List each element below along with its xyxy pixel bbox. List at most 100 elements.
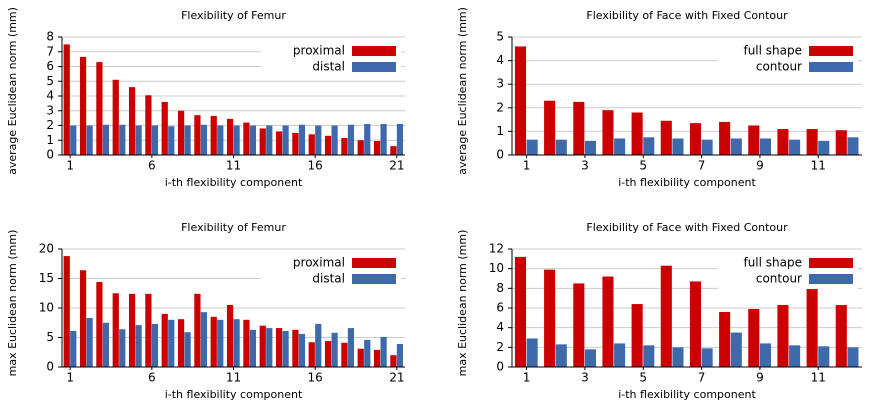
- bar: [357, 348, 364, 367]
- bar: [184, 125, 191, 155]
- bar: [689, 123, 701, 155]
- bar: [818, 346, 830, 367]
- bar: [102, 124, 110, 155]
- bar: [514, 46, 526, 155]
- bar: [380, 124, 387, 155]
- bar: [544, 269, 556, 367]
- bar: [806, 129, 818, 155]
- legend-label: proximal: [293, 256, 345, 270]
- legend: proximal distal: [261, 253, 401, 289]
- chart-title: Flexibility of Face with Fixed Contour: [586, 9, 788, 22]
- y-tick-label: 6: [496, 301, 504, 315]
- bar: [145, 95, 152, 155]
- y-tick-label: 0: [46, 360, 54, 374]
- bar: [135, 125, 142, 155]
- y-tick-label: 4: [46, 89, 54, 103]
- bar: [347, 328, 355, 367]
- y-axis-label: max Euclidean norm (mm): [456, 230, 469, 377]
- x-tick-label: 3: [581, 159, 589, 173]
- bar: [275, 131, 283, 155]
- legend-label: distal: [312, 60, 345, 74]
- bar: [210, 115, 217, 155]
- bar: [730, 138, 742, 155]
- bar: [243, 319, 250, 367]
- bar: [151, 323, 159, 367]
- bar: [324, 341, 332, 367]
- x-tick-label: 1: [523, 159, 531, 173]
- bar: [396, 343, 404, 367]
- bar: [672, 138, 684, 155]
- y-tick-label: 10: [489, 261, 504, 275]
- y-tick-label: 6: [46, 59, 54, 73]
- bar: [200, 124, 208, 155]
- x-tick-label: 9: [756, 159, 764, 173]
- bar: [643, 137, 655, 155]
- x-tick-label: 5: [639, 371, 647, 385]
- x-tick-label: 11: [811, 371, 826, 385]
- bar: [298, 124, 306, 155]
- bar: [233, 125, 240, 155]
- x-tick-label: 21: [389, 159, 404, 173]
- bar: [86, 318, 93, 367]
- legend-label: distal: [312, 272, 345, 286]
- bar: [70, 331, 77, 367]
- bar: [315, 323, 322, 367]
- y-tick-label: 1: [46, 133, 54, 147]
- bar: [177, 110, 185, 155]
- bar: [161, 101, 168, 155]
- x-tick-label: 1: [66, 371, 74, 385]
- bar: [748, 125, 760, 155]
- bar: [555, 344, 567, 367]
- x-axis-label: i-th flexibility component: [165, 176, 303, 189]
- y-tick-label: 0: [496, 148, 504, 162]
- bar: [135, 325, 142, 367]
- bar: [818, 140, 830, 155]
- bar: [614, 343, 626, 367]
- y-tick-label: 10: [39, 301, 54, 315]
- bar: [112, 293, 119, 367]
- y-tick-label: 12: [489, 242, 504, 256]
- y-tick-label: 0: [496, 360, 504, 374]
- bar: [86, 125, 93, 155]
- bar: [759, 343, 771, 367]
- bar: [112, 79, 119, 155]
- bar: [672, 347, 684, 367]
- bar: [331, 125, 338, 155]
- bar: [315, 125, 322, 155]
- y-tick-label: 8: [46, 30, 54, 44]
- bar: [79, 270, 87, 367]
- y-axis-label: average Euclidean norm (mm): [6, 7, 19, 175]
- legend: proximal distal: [261, 41, 401, 77]
- bar: [79, 56, 87, 155]
- y-tick-label: 2: [46, 118, 54, 132]
- bar: [514, 256, 526, 367]
- bar: [298, 333, 306, 367]
- legend: full shape contour: [718, 253, 858, 289]
- y-tick-label: 20: [39, 242, 54, 256]
- legend-swatch: [352, 62, 396, 72]
- bar: [119, 329, 126, 367]
- legend-swatch: [352, 46, 396, 56]
- bar: [701, 139, 713, 155]
- bar: [614, 138, 626, 155]
- bar: [184, 332, 191, 367]
- bar: [194, 293, 201, 367]
- bar: [364, 339, 371, 367]
- y-tick-label: 4: [496, 320, 504, 334]
- bar: [102, 322, 110, 367]
- x-tick-label: 6: [148, 371, 156, 385]
- x-tick-label: 1: [66, 159, 74, 173]
- bar: [689, 281, 701, 367]
- legend-swatch: [809, 62, 853, 72]
- y-tick-label: 4: [496, 53, 504, 67]
- bar: [660, 120, 672, 155]
- bar: [168, 126, 175, 155]
- bar: [128, 87, 136, 155]
- bar: [341, 342, 348, 367]
- bar: [308, 342, 315, 367]
- bar: [308, 134, 315, 155]
- bar: [631, 112, 643, 155]
- x-tick-label: 11: [811, 159, 826, 173]
- y-tick-label: 0: [46, 148, 54, 162]
- y-axis-label: average Euclidean norm (mm): [456, 7, 469, 175]
